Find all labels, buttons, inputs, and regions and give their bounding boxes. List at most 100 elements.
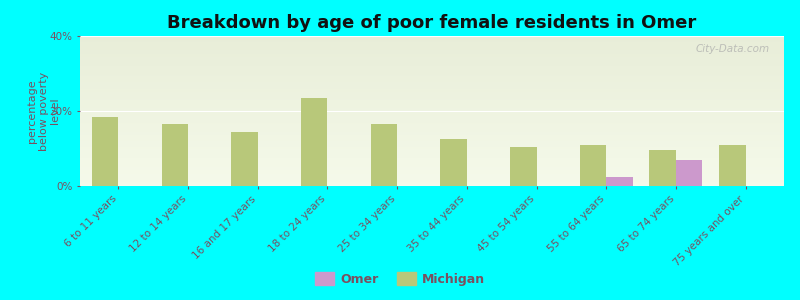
Bar <box>80 118 784 120</box>
Bar <box>92 117 118 186</box>
Bar <box>80 36 784 38</box>
Bar <box>80 141 784 142</box>
Bar <box>80 156 784 158</box>
Bar <box>80 123 784 124</box>
Bar <box>80 147 784 148</box>
Bar <box>440 139 467 186</box>
Bar <box>80 177 784 178</box>
Bar <box>80 159 784 160</box>
Bar <box>80 81 784 82</box>
Bar <box>80 174 784 176</box>
Bar <box>80 96 784 98</box>
Bar <box>80 58 784 60</box>
Bar <box>80 176 784 177</box>
Bar <box>80 76 784 78</box>
Bar <box>80 90 784 92</box>
Bar <box>80 110 784 111</box>
Bar <box>80 158 784 159</box>
Bar <box>80 172 784 174</box>
Bar <box>80 60 784 61</box>
Bar <box>80 94 784 96</box>
Bar <box>80 48 784 50</box>
Bar <box>80 144 784 146</box>
Bar <box>80 70 784 72</box>
Bar <box>80 165 784 166</box>
Bar <box>80 93 784 94</box>
Bar <box>80 124 784 126</box>
Bar <box>370 124 397 186</box>
Bar <box>719 145 746 186</box>
Bar <box>80 152 784 153</box>
Bar <box>80 136 784 138</box>
Bar <box>80 69 784 70</box>
Bar <box>80 57 784 58</box>
Bar <box>80 122 784 123</box>
Bar <box>80 98 784 99</box>
Bar <box>80 39 784 40</box>
Bar <box>80 103 784 105</box>
Bar <box>80 180 784 182</box>
Bar <box>80 85 784 87</box>
Bar <box>80 75 784 76</box>
Bar <box>80 171 784 172</box>
Bar <box>80 66 784 68</box>
Bar <box>80 74 784 75</box>
Bar <box>80 52 784 54</box>
Bar <box>80 164 784 165</box>
Bar <box>80 54 784 56</box>
Bar <box>80 142 784 144</box>
Bar <box>80 50 784 51</box>
Bar <box>80 45 784 46</box>
Bar <box>80 130 784 132</box>
Bar <box>80 153 784 154</box>
Bar <box>80 162 784 164</box>
Bar <box>80 68 784 69</box>
Bar <box>80 183 784 184</box>
Bar <box>80 84 784 86</box>
Bar <box>580 145 606 186</box>
Y-axis label: percentage
below poverty
level: percentage below poverty level <box>27 71 61 151</box>
Bar <box>80 126 784 128</box>
Bar <box>80 140 784 141</box>
Bar <box>80 132 784 134</box>
Bar <box>80 100 784 102</box>
Bar <box>510 147 537 186</box>
Bar <box>80 108 784 110</box>
Bar <box>231 132 258 186</box>
Bar <box>80 64 784 66</box>
Bar <box>606 177 633 186</box>
Bar <box>80 138 784 140</box>
Bar <box>80 114 784 116</box>
Bar <box>162 124 188 186</box>
Bar <box>676 160 702 186</box>
Bar <box>80 106 784 108</box>
Bar <box>80 78 784 80</box>
Bar <box>80 182 784 183</box>
Legend: Omer, Michigan: Omer, Michigan <box>310 267 490 291</box>
Bar <box>80 46 784 48</box>
Bar <box>80 87 784 88</box>
Bar <box>80 154 784 156</box>
Text: City-Data.com: City-Data.com <box>696 44 770 53</box>
Bar <box>80 102 784 104</box>
Bar <box>80 167 784 168</box>
Bar <box>80 148 784 150</box>
Bar <box>80 135 784 136</box>
Bar <box>80 117 784 118</box>
Bar <box>80 160 784 162</box>
Bar <box>80 116 784 117</box>
Bar <box>80 129 784 130</box>
Bar <box>80 40 784 42</box>
Bar <box>80 168 784 170</box>
Bar <box>80 88 784 90</box>
Bar <box>80 120 784 122</box>
Bar <box>80 99 784 100</box>
Bar <box>80 82 784 84</box>
Bar <box>80 178 784 180</box>
Bar <box>80 63 784 64</box>
Bar <box>80 184 784 186</box>
Bar <box>80 128 784 129</box>
Bar <box>80 56 784 57</box>
Bar <box>80 105 784 106</box>
Bar <box>80 80 784 81</box>
